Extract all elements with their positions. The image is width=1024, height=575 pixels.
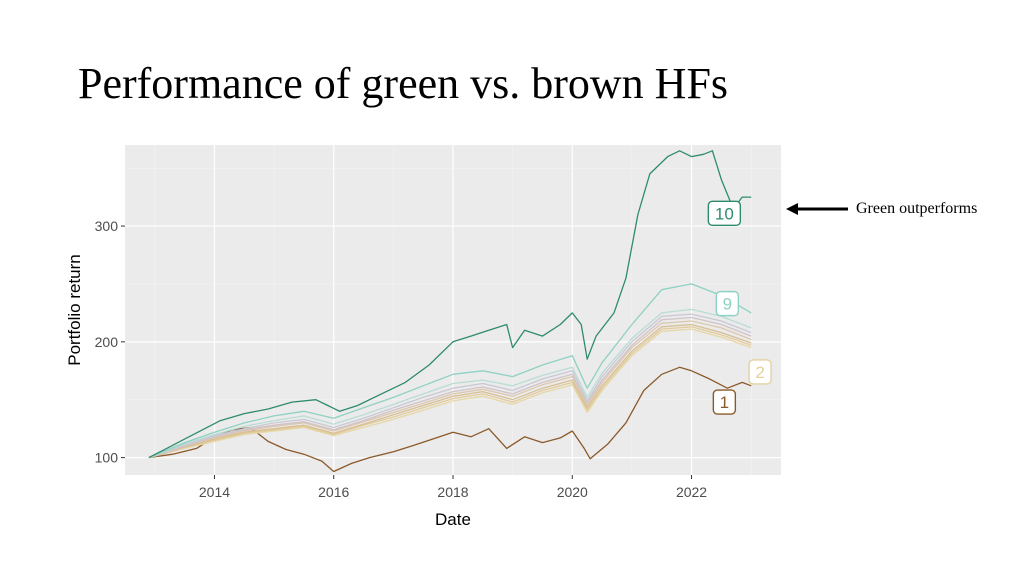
end-label-box-9: [715, 290, 740, 317]
annotation: Green outperforms: [786, 196, 1016, 222]
chart-svg: 10 9 2 1 2014 2016 2018 2020 2022 100 200 300 Date…: [65, 145, 781, 529]
series-lines: [148, 150, 752, 473]
series-line-5: [148, 320, 752, 459]
series-line-7: [148, 313, 752, 459]
series-line-10: [148, 150, 752, 459]
y-tick-label: 100: [95, 450, 119, 466]
series-line-8: [148, 308, 752, 459]
annotation-text: Green outperforms: [856, 200, 978, 217]
series-line-4: [148, 323, 752, 459]
x-tick-label: 2020: [557, 484, 588, 500]
end-labels: 10 9 2 1: [707, 200, 772, 415]
series-line-2: [148, 328, 752, 459]
axes: 2014 2016 2018 2020 2022 100 200 300: [95, 218, 708, 500]
x-tick-label: 2018: [437, 484, 468, 500]
x-axis-title: Date: [435, 510, 471, 529]
series-line-3: [148, 326, 752, 459]
end-label-10: 10: [715, 204, 734, 223]
left-arrow-icon: [786, 203, 848, 215]
end-label-2: 2: [755, 363, 764, 382]
y-tick-label: 300: [95, 218, 119, 234]
end-label-box-1: [712, 389, 737, 415]
y-tick-label: 200: [95, 334, 119, 350]
y-axis-title: Portfolio return: [65, 254, 84, 366]
x-tick-label: 2014: [199, 484, 230, 500]
end-label-box-2: [748, 359, 772, 385]
x-tick-label: 2022: [676, 484, 707, 500]
end-label-1: 1: [720, 393, 729, 412]
chart: 10 9 2 1 2014 2016 2018 2020 2022 100 200 300 Date…: [55, 135, 785, 535]
slide-title: Performance of green vs. brown HFs: [78, 59, 729, 108]
series-line-9: [148, 283, 752, 459]
end-label-box-10: [707, 200, 742, 227]
x-tick-label: 2016: [318, 484, 349, 500]
series-line-6: [148, 316, 752, 459]
series-line-1: [148, 366, 752, 473]
end-label-9: 9: [723, 295, 732, 314]
